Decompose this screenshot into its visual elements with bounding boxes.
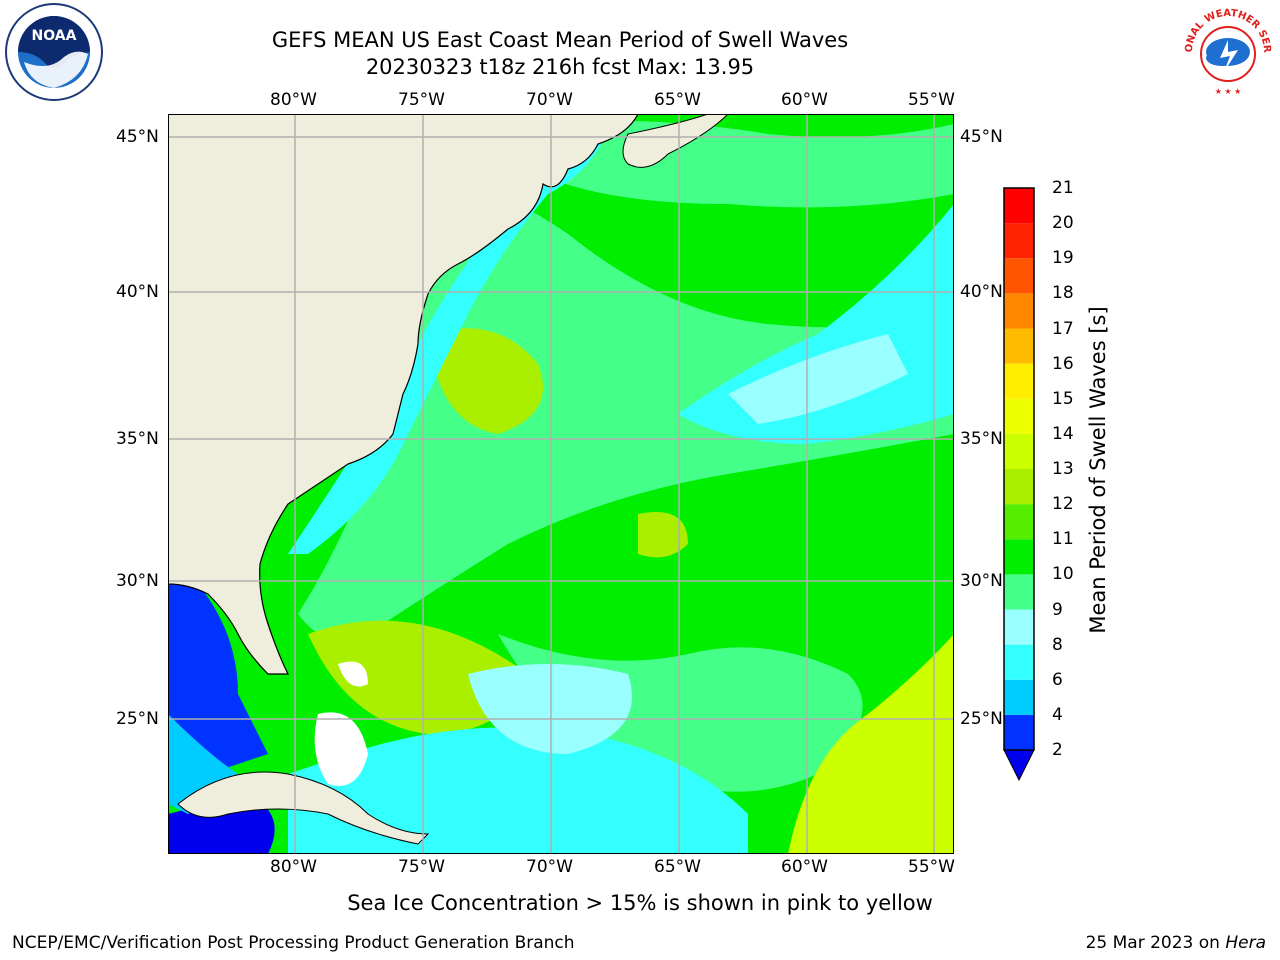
field-12s-center bbox=[428, 328, 543, 434]
chart-title: GEFS MEAN US East Coast Mean Period of S… bbox=[271, 28, 849, 52]
colorbar-block bbox=[1004, 328, 1034, 364]
svg-text:NOAA: NOAA bbox=[32, 28, 77, 44]
colorbar-block bbox=[1004, 609, 1034, 645]
colorbar-tick-label: 20 bbox=[1052, 213, 1074, 234]
colorbar-block bbox=[1004, 258, 1034, 294]
footer-date: 25 Mar 2023 on Hera bbox=[1085, 933, 1266, 953]
lon-label-bottom: 70°W bbox=[526, 857, 573, 877]
noaa-logo: NOAA bbox=[5, 3, 103, 101]
colorbar-tick-label: 18 bbox=[1052, 283, 1074, 304]
colorbar-tick-label: 2 bbox=[1052, 740, 1063, 760]
colorbar-block bbox=[1004, 644, 1034, 680]
lon-label-top: 60°W bbox=[781, 90, 828, 110]
svg-text:★ ★ ★: ★ ★ ★ bbox=[1215, 87, 1242, 96]
colorbar-block bbox=[1004, 223, 1034, 259]
land-nova-scotia bbox=[622, 114, 729, 168]
colorbar-tick-label: 12 bbox=[1052, 494, 1074, 515]
colorbar-block bbox=[1004, 398, 1034, 434]
lat-label-left: 40°N bbox=[116, 282, 159, 302]
bahamas-area bbox=[314, 712, 368, 786]
lon-label-bottom: 60°W bbox=[781, 857, 828, 877]
colorbar-tick-label: 8 bbox=[1052, 634, 1063, 655]
colorbar-tick-label: 9 bbox=[1052, 599, 1063, 620]
colorbar-tick-label: 19 bbox=[1052, 248, 1074, 269]
colorbar-tick-label: 11 bbox=[1052, 529, 1074, 550]
lat-label-left: 45°N bbox=[116, 127, 159, 147]
field-12s-mid bbox=[638, 512, 688, 558]
lon-label-bottom: 55°W bbox=[908, 857, 955, 877]
lat-label-left: 35°N bbox=[116, 429, 159, 449]
lat-label-right: 30°N bbox=[960, 571, 1003, 591]
lat-label-left: 25°N bbox=[116, 709, 159, 729]
lon-label-bottom: 80°W bbox=[270, 857, 317, 877]
national-weather-service-logo: NATIONAL WEATHER SERVICE ★ ★ ★ bbox=[1178, 2, 1276, 100]
colorbar-tick-label: 17 bbox=[1052, 318, 1074, 339]
colorbar bbox=[1003, 187, 1035, 782]
gulf-low-period bbox=[168, 584, 268, 774]
land-cuba bbox=[177, 771, 430, 845]
colorbar-block bbox=[1004, 469, 1034, 505]
colorbar-block bbox=[1004, 539, 1034, 575]
footer-organization: NCEP/EMC/Verification Post Processing Pr… bbox=[12, 933, 575, 953]
lat-label-right: 40°N bbox=[960, 282, 1003, 302]
lat-label-right: 35°N bbox=[960, 429, 1003, 449]
colorbar-tick-label: 4 bbox=[1052, 704, 1063, 725]
lat-label-right: 25°N bbox=[960, 709, 1003, 729]
field-9s-east bbox=[728, 334, 908, 424]
colorbar-tick-label: 14 bbox=[1052, 423, 1074, 444]
lon-label-top: 70°W bbox=[526, 90, 573, 110]
lon-label-top: 65°W bbox=[654, 90, 701, 110]
colorbar-tick-label: 15 bbox=[1052, 388, 1074, 409]
land-north-america bbox=[168, 114, 639, 675]
lat-label-right: 45°N bbox=[960, 127, 1003, 147]
colorbar-tick-label: 10 bbox=[1052, 564, 1074, 585]
colorbar-block bbox=[1004, 363, 1034, 399]
footer-host: Hera bbox=[1225, 933, 1266, 953]
chart-subtitle: 20230323 t18z 216h fcst Max: 13.95 bbox=[365, 55, 755, 79]
colorbar-label: Mean Period of Swell Waves [s] bbox=[1086, 306, 1110, 634]
lon-label-top: 80°W bbox=[270, 90, 317, 110]
field-12s-southeast bbox=[788, 634, 954, 854]
lon-label-top: 75°W bbox=[398, 90, 445, 110]
colorbar-block bbox=[1004, 293, 1034, 329]
colorbar-tick-label: 13 bbox=[1052, 459, 1074, 479]
lon-label-top: 55°W bbox=[908, 90, 955, 110]
sea-ice-caption: Sea Ice Concentration > 15% is shown in … bbox=[347, 891, 933, 915]
field-9s-southwest bbox=[468, 664, 632, 754]
colorbar-under-triangle bbox=[1003, 749, 1035, 782]
bahamas-area-north bbox=[338, 661, 368, 687]
lon-label-bottom: 75°W bbox=[398, 857, 445, 877]
lon-label-bottom: 65°W bbox=[654, 857, 701, 877]
lat-label-left: 30°N bbox=[116, 571, 159, 591]
colorbar-block bbox=[1004, 574, 1034, 610]
colorbar-block bbox=[1004, 679, 1034, 715]
colorbar-block bbox=[1004, 714, 1034, 750]
colorbar-tick-label: 6 bbox=[1052, 669, 1063, 690]
colorbar-tick-label: 16 bbox=[1052, 353, 1074, 374]
colorbar-block bbox=[1004, 188, 1034, 224]
field-8s-southwest bbox=[288, 727, 748, 854]
colorbar-tick-label: 21 bbox=[1052, 178, 1074, 198]
field-12s-south bbox=[308, 620, 528, 734]
swell-period-map bbox=[168, 114, 954, 854]
colorbar-block bbox=[1004, 433, 1034, 469]
colorbar-block bbox=[1004, 504, 1034, 540]
graticule bbox=[168, 114, 954, 854]
